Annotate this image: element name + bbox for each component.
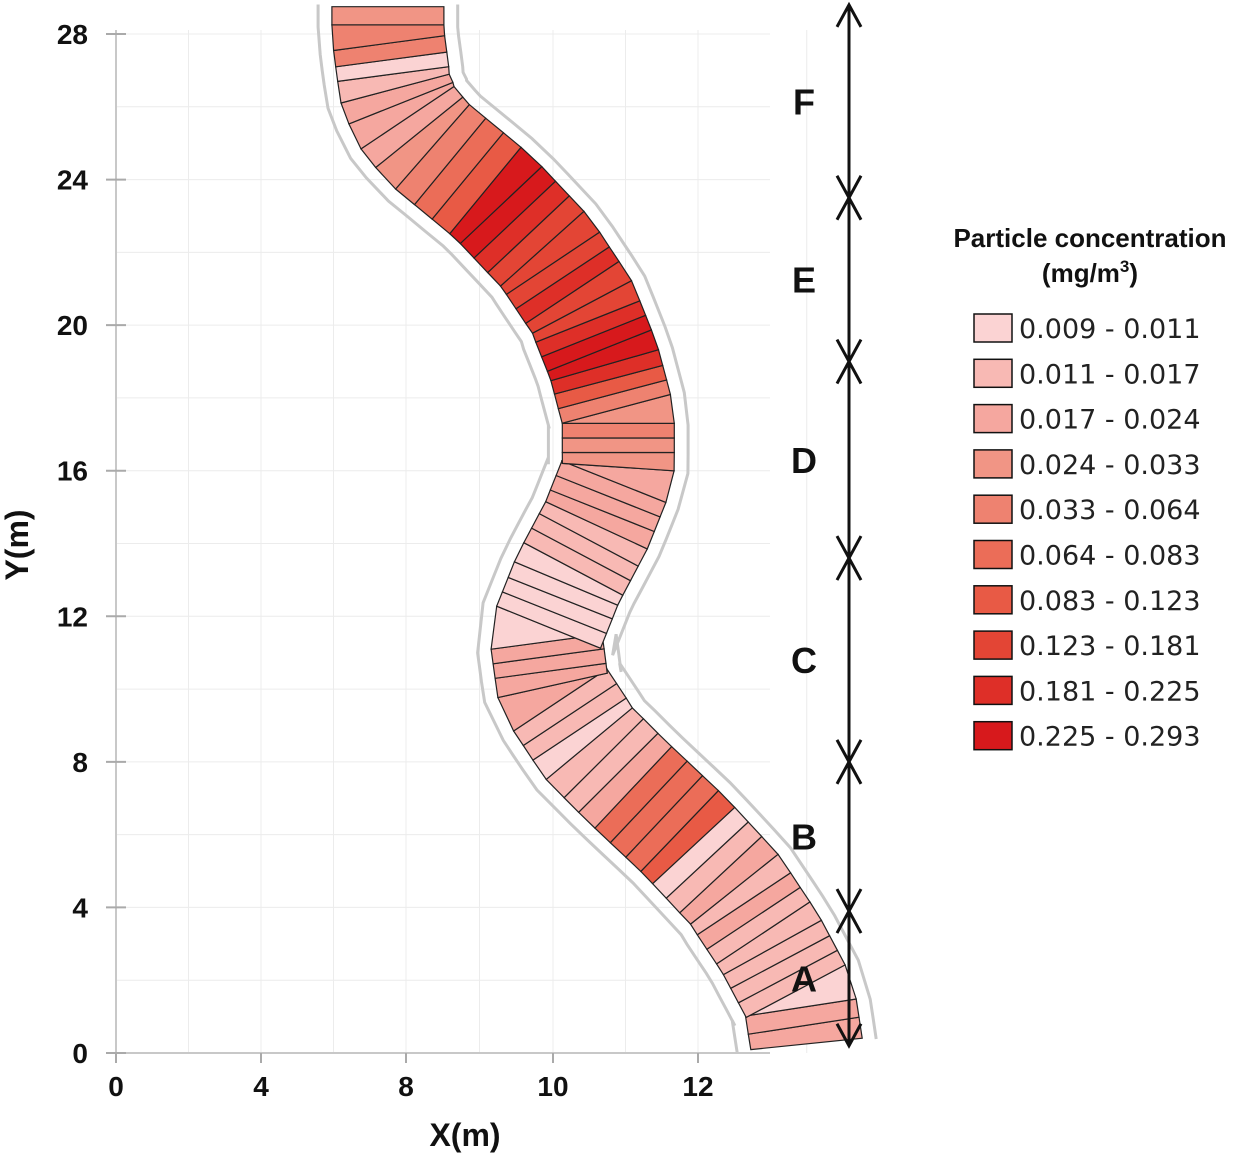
legend: Particle concentration (mg/m3) 0.009 - 0… <box>953 223 1226 753</box>
x-tick-label: 12 <box>682 1071 713 1102</box>
legend-label: 0.009 - 0.011 <box>1019 314 1201 345</box>
y-tick-label: 20 <box>57 310 88 341</box>
section-arrow-head-bottom <box>835 338 863 365</box>
legend-swatch <box>973 403 1013 434</box>
legend-swatch <box>973 313 1013 343</box>
y-tick-label: 12 <box>57 601 88 632</box>
section-arrow-head-bottom <box>835 739 863 765</box>
legend-swatch <box>973 585 1013 615</box>
legend-label: 0.017 - 0.024 <box>1019 405 1201 436</box>
section-arrow-head-bottom <box>835 888 863 915</box>
section-markers: A B C D E F <box>791 1 863 1049</box>
section-arrow-head-top <box>835 1 863 28</box>
y-tick-label: 28 <box>57 19 88 50</box>
section-label: C <box>791 640 817 681</box>
y-tick-label: 4 <box>72 892 88 923</box>
channel-outline <box>316 4 878 1054</box>
legend-unit-superscript: 3 <box>1120 257 1129 276</box>
section-arrow-head-bottom <box>835 535 863 562</box>
legend-label: 0.225 - 0.293 <box>1019 722 1201 753</box>
x-tick-label: 10 <box>537 1071 568 1102</box>
legend-swatch <box>973 630 1013 660</box>
concentration-cells <box>331 6 863 1051</box>
y-tick-label: 24 <box>57 165 89 196</box>
x-axis-title: X(m) <box>429 1117 500 1153</box>
x-tick-label: 0 <box>108 1071 124 1102</box>
legend-swatch <box>973 720 1013 751</box>
x-tick-label: 4 <box>253 1071 269 1102</box>
legend-swatch <box>973 449 1013 479</box>
legend-label: 0.064 - 0.083 <box>1019 541 1201 572</box>
y-tick-label: 16 <box>57 456 88 487</box>
section-label: A <box>791 958 817 999</box>
legend-label: 0.181 - 0.225 <box>1019 676 1201 707</box>
legend-label: 0.083 - 0.123 <box>1019 586 1201 617</box>
concentration-cell <box>331 6 445 26</box>
legend-swatch <box>973 539 1013 570</box>
legend-unit: (mg/m3) <box>1042 257 1138 288</box>
legend-label: 0.123 - 0.181 <box>1019 631 1201 662</box>
legend-label: 0.024 - 0.033 <box>1019 450 1201 481</box>
legend-swatch <box>973 675 1013 706</box>
legend-title: Particle concentration <box>953 223 1226 253</box>
legend-label: 0.033 - 0.064 <box>1019 495 1201 526</box>
y-axis-title: Y(m) <box>0 509 35 580</box>
y-tick-label: 0 <box>72 1038 88 1069</box>
x-tick-label: 8 <box>398 1071 414 1102</box>
section-label: D <box>791 440 817 481</box>
concentration-cell <box>561 422 675 439</box>
legend-label: 0.011 - 0.017 <box>1019 359 1201 390</box>
section-label: F <box>793 81 815 122</box>
axes: 0 4 8 10 12 0 4 8 12 16 20 24 28 <box>57 19 770 1102</box>
y-tick-label: 8 <box>72 747 88 778</box>
concentration-cell <box>561 437 675 454</box>
section-label: B <box>791 816 817 857</box>
section-arrow-head-bottom <box>835 1023 863 1049</box>
legend-swatch <box>973 494 1013 524</box>
legend-swatch <box>973 358 1013 389</box>
section-label: E <box>792 260 816 301</box>
section-arrow-head-bottom <box>835 175 863 201</box>
